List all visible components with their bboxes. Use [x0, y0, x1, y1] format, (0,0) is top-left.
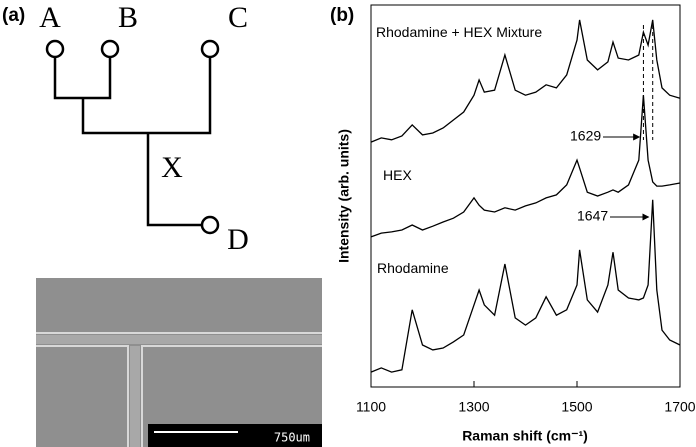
- x-tick-label: 1100: [356, 399, 386, 415]
- peak-label: 1629: [570, 128, 601, 144]
- node: [45, 39, 65, 59]
- node-label: D: [227, 223, 249, 256]
- series-label: HEX: [383, 167, 412, 183]
- x-axis-label: Raman shift (cm⁻¹): [462, 428, 588, 444]
- scale-label: 750um: [274, 431, 310, 445]
- plot-frame: [370, 4, 681, 388]
- channel: [130, 346, 140, 447]
- x-tick-label: 1700: [664, 399, 695, 415]
- panel-label: (a): [2, 5, 25, 26]
- node-label: B: [118, 1, 138, 34]
- sem-image: 750um: [36, 278, 322, 447]
- node: [200, 215, 220, 235]
- x-tick-label: 1300: [458, 399, 489, 415]
- node: [200, 39, 220, 59]
- scale-box: [148, 424, 322, 447]
- tree-diagram: [45, 39, 220, 235]
- node-label: C: [228, 1, 248, 34]
- peak-label: 1647: [577, 208, 608, 224]
- channel: [53, 57, 212, 227]
- y-axis-label: Intensity (arb. units): [336, 129, 352, 263]
- series-label: Rhodamine: [377, 260, 449, 276]
- channel: [36, 335, 322, 344]
- node: [100, 39, 120, 59]
- x-tick-label: 1500: [561, 399, 592, 415]
- node-label: A: [39, 1, 61, 34]
- spectrum-line: [370, 199, 681, 373]
- image-background: [36, 278, 322, 447]
- series-label: Rhodamine + HEX Mixture: [376, 24, 543, 40]
- junction-label: X: [161, 151, 183, 184]
- panel-label: (b): [330, 5, 354, 26]
- channel-edge: [36, 332, 322, 447]
